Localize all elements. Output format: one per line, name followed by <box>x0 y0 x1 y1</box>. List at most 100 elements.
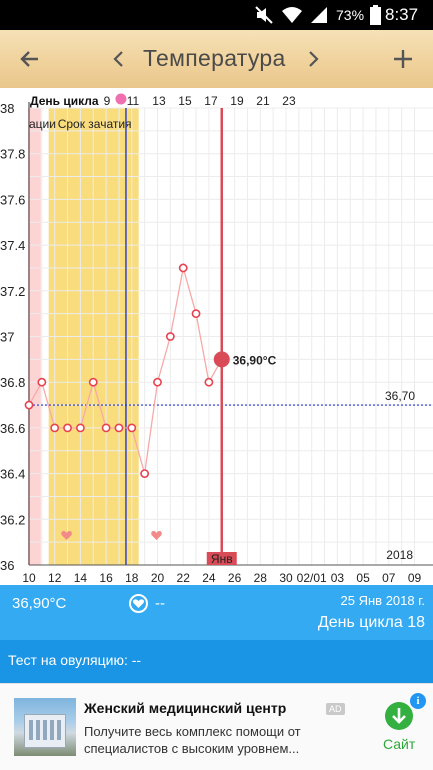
ad-visit-button[interactable] <box>385 702 413 730</box>
y-tick-label: 36.6 <box>0 421 25 436</box>
ad-action-label[interactable]: Сайт <box>383 736 416 752</box>
arrow-down-icon <box>392 708 406 724</box>
x-tick-label: 07 <box>382 571 396 585</box>
cycle-day-tick: 17 <box>204 94 218 108</box>
cycle-day-tick: 15 <box>178 94 192 108</box>
temperature-point[interactable] <box>63 423 72 433</box>
status-bar: 73% 8:37 <box>0 0 433 30</box>
cycle-day-tick: 23 <box>282 94 296 108</box>
y-tick-label: 37.6 <box>0 192 25 207</box>
selected-temperature-point[interactable] <box>213 351 230 368</box>
x-tick-label: 18 <box>125 571 139 585</box>
month-marker-label: Янв <box>211 552 233 566</box>
signal-icon <box>311 7 327 23</box>
ad-banner[interactable]: Женский медицинский центр AD Получите ве… <box>0 683 433 770</box>
fertility-label-left: ации <box>29 117 56 131</box>
info-bar: 36,90°C -- 25 Янв 2018 г. День цикла 18 <box>0 585 433 640</box>
cycle-day-label: День цикла <box>30 94 99 108</box>
ovulation-test-text: Тест на овуляцию: -- <box>8 652 142 668</box>
x-tick-label: 16 <box>99 571 113 585</box>
temperature-point[interactable] <box>24 400 34 410</box>
x-tick-label: 20 <box>151 571 165 585</box>
chevron-right-icon <box>309 51 319 67</box>
temperature-point[interactable] <box>153 377 162 387</box>
x-tick-label: 24 <box>202 571 216 585</box>
y-tick-label: 37.8 <box>0 147 25 162</box>
cycle-day: День цикла 18 <box>317 614 425 631</box>
ovulation-test-bar[interactable]: Тест на овуляцию: -- <box>0 640 433 683</box>
x-tick-label: 10 <box>22 571 36 585</box>
temperature-point[interactable] <box>191 309 201 319</box>
temperature-point[interactable] <box>88 377 98 387</box>
temperature-point[interactable] <box>204 377 214 387</box>
intercourse-heart-icon <box>61 531 72 540</box>
mute-icon <box>255 6 273 24</box>
add-button[interactable] <box>388 30 418 88</box>
conception-window-label: Срок зачатия <box>58 117 132 131</box>
cycle-day-tick: 9 <box>104 94 111 108</box>
y-tick-label: 36.8 <box>0 375 25 390</box>
ad-description: Получите весь комплекс помощи от специал… <box>84 724 301 756</box>
temperature-point[interactable] <box>165 332 175 341</box>
y-tick-label: 38 <box>0 101 14 116</box>
cycle-day-tick: 19 <box>230 94 244 108</box>
y-tick-label: 37.4 <box>0 238 25 253</box>
temperature-point[interactable] <box>101 423 111 433</box>
temperature-point[interactable] <box>76 423 85 433</box>
cycle-day-tick: 21 <box>256 94 270 108</box>
year-label: 2018 <box>386 548 413 562</box>
chevron-left-icon <box>113 51 123 67</box>
wifi-icon <box>282 7 302 23</box>
x-tick-label: 30 <box>279 571 293 585</box>
selected-date: 25 Янв 2018 г. <box>340 593 425 608</box>
x-tick-label: 22 <box>177 571 191 585</box>
temperature-point[interactable] <box>127 423 137 433</box>
temperature-line <box>28 267 223 474</box>
x-tick-label: 05 <box>356 571 370 585</box>
x-tick-label: 02/01 <box>297 571 327 585</box>
chart-svg[interactable]: 38 37.8 37.6 37.4 37.2 37 36.8 36.6 36.4 36.2 36 10… <box>0 88 433 585</box>
x-tick-label: 14 <box>74 571 88 585</box>
x-tick-label: 03 <box>331 571 345 585</box>
next-button[interactable] <box>300 30 326 88</box>
cycle-day-tick: 13 <box>152 94 166 108</box>
ad-info-icon[interactable]: i <box>410 693 426 709</box>
x-tick-label: 26 <box>228 571 242 585</box>
cover-line-label: 36,70 <box>385 389 415 403</box>
arrow-left-icon <box>20 51 38 67</box>
ad-badge: AD <box>326 703 345 715</box>
cycle-day-tick: 11 <box>127 94 140 108</box>
y-tick-label: 36 <box>0 558 14 573</box>
y-tick-label: 37 <box>0 330 14 345</box>
back-button[interactable] <box>10 30 50 88</box>
temperature-point[interactable] <box>140 469 150 478</box>
temperature-point[interactable] <box>178 263 188 273</box>
temperature-point[interactable] <box>114 423 124 433</box>
y-tick-label: 36.4 <box>0 467 25 482</box>
battery-icon <box>370 5 381 25</box>
y-tick-label: 37.2 <box>0 284 25 299</box>
previous-button[interactable] <box>106 30 132 88</box>
intercourse-value: -- <box>155 595 165 612</box>
ad-image[interactable] <box>14 698 76 756</box>
ad-title[interactable]: Женский медицинский центр <box>84 700 287 716</box>
y-tick-label: 36.2 <box>0 512 25 527</box>
selected-value-label: 36,90°C <box>233 353 277 367</box>
selected-temperature: 36,90°C <box>12 595 67 612</box>
plus-icon <box>394 50 412 68</box>
x-tick-label: 28 <box>254 571 268 585</box>
temperature-point[interactable] <box>50 423 60 433</box>
heart-icon <box>132 599 145 608</box>
battery-percent: 73% <box>336 7 365 23</box>
month-marker-box <box>206 552 237 565</box>
temperature-point[interactable] <box>37 377 47 387</box>
ovulation-day-marker-icon <box>115 93 127 105</box>
page-title: Температура <box>143 45 286 71</box>
intercourse-heart-icon <box>151 531 162 540</box>
intercourse-toggle[interactable] <box>129 594 148 613</box>
x-tick-label: 12 <box>48 571 62 585</box>
temperature-chart[interactable]: 38 37.8 37.6 37.4 37.2 37 36.8 36.6 36.4 36.2 36 10… <box>0 88 433 585</box>
x-tick-label: 09 <box>408 571 422 585</box>
clock: 8:37 <box>385 5 419 24</box>
